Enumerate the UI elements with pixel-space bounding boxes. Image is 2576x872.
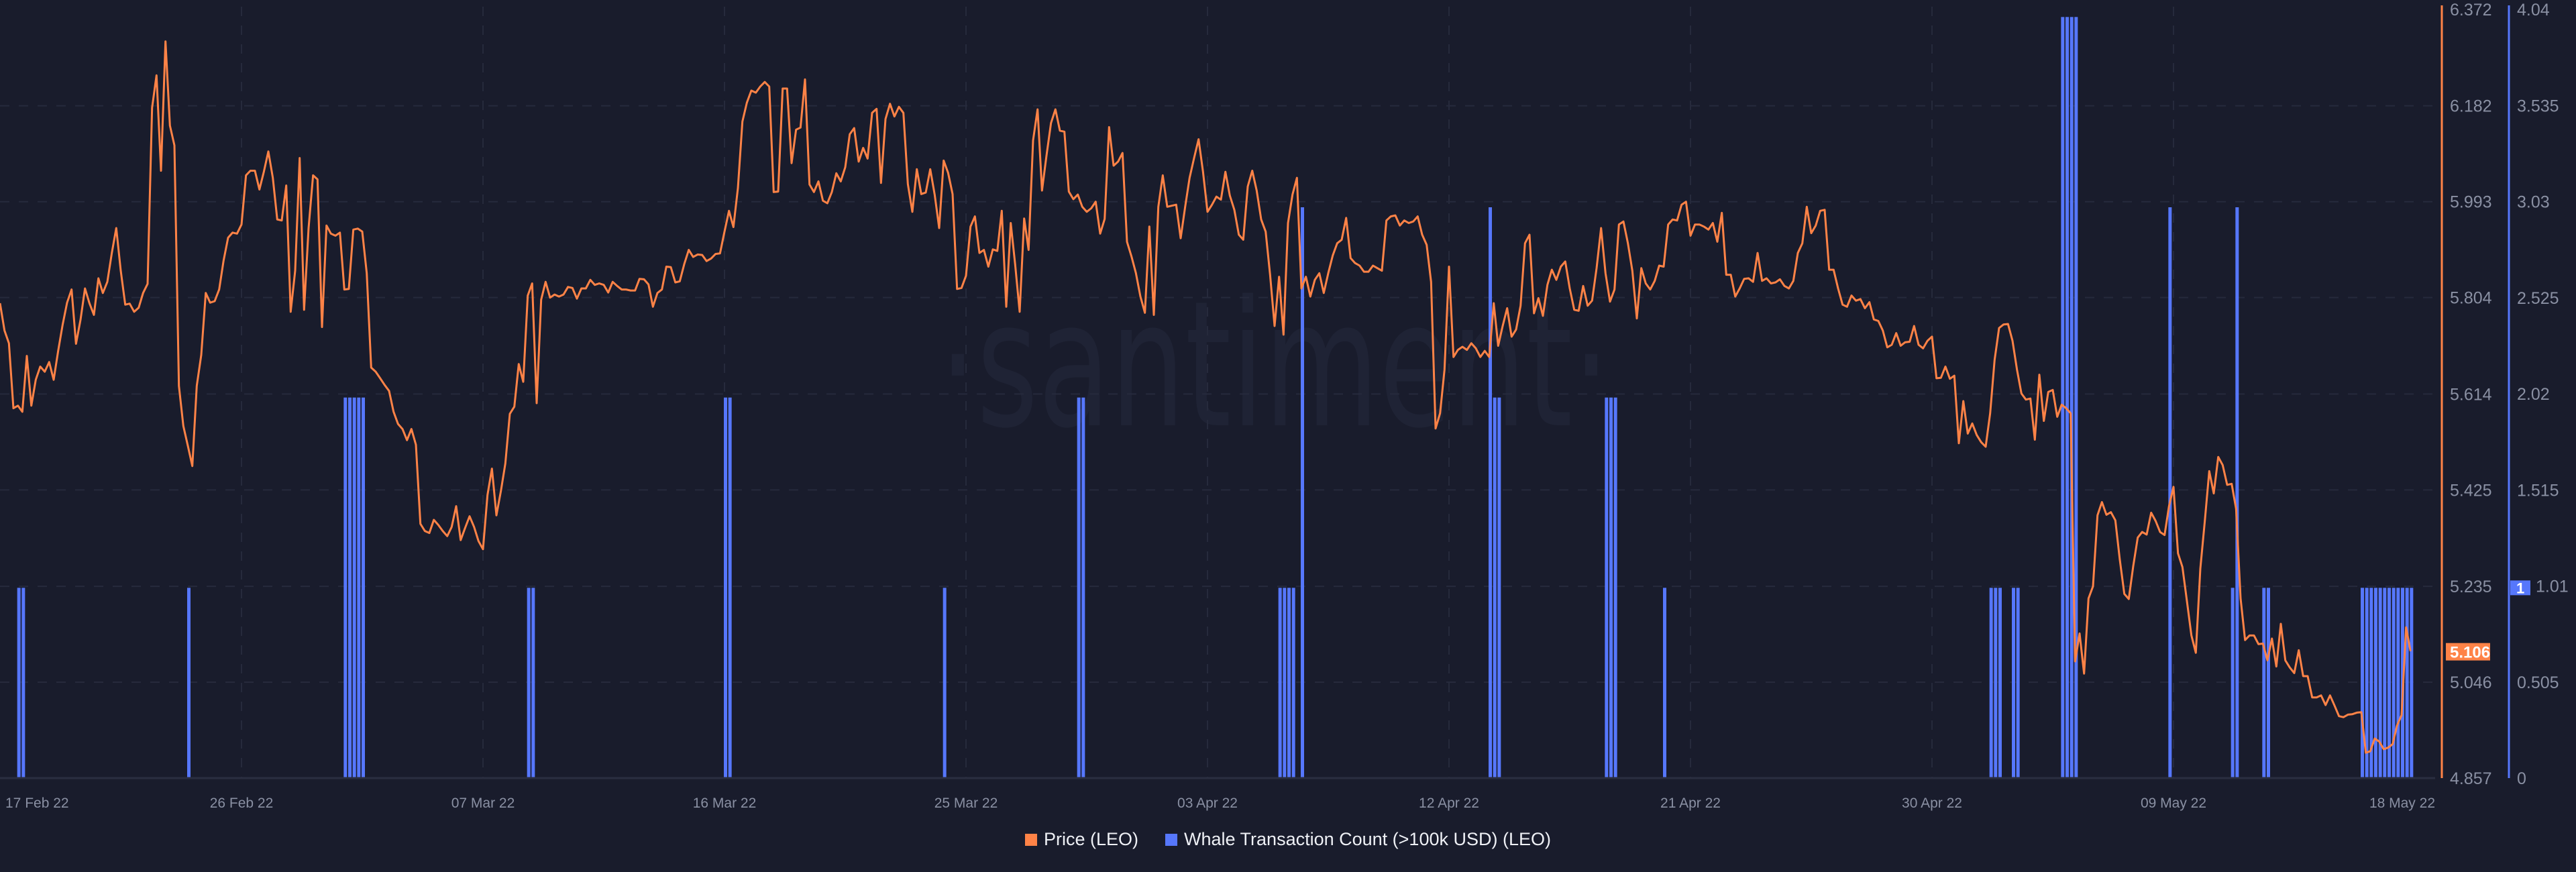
- whale-bar[interactable]: [1497, 397, 1501, 778]
- whale-bar[interactable]: [724, 397, 727, 778]
- x-tick-label: 16 Mar 22: [693, 796, 757, 811]
- whale-bar[interactable]: [2392, 588, 2396, 778]
- whale-bar[interactable]: [1077, 397, 1081, 778]
- x-tick-label: 12 Apr 22: [1419, 796, 1479, 811]
- whale-bar[interactable]: [2369, 588, 2373, 778]
- whale-bar[interactable]: [2065, 17, 2069, 778]
- legend-item-whale-count[interactable]: Whale Transaction Count (>100k USD) (LEO…: [1165, 829, 1551, 850]
- price-axis-ticks: 6.372 6.182 5.993 5.804 5.614 5.425 5.235 5.046…: [2450, 1, 2492, 788]
- current-price-tag: 5.106: [2446, 643, 2490, 662]
- whale-bar[interactable]: [2262, 588, 2266, 778]
- legend: Price (LEO) Whale Transaction Count (>10…: [0, 829, 2576, 850]
- whale-bar[interactable]: [1998, 588, 2002, 778]
- whale-bar[interactable]: [531, 588, 535, 778]
- whale-bar[interactable]: [348, 397, 352, 778]
- whale-axis-ticks: 4.04 3.535 3.03 2.525 2.02 1.515 1.01 0.505 0: [2517, 1, 2569, 788]
- whale-bar[interactable]: [2267, 588, 2270, 778]
- whale-bar[interactable]: [1994, 588, 1998, 778]
- x-tick-label: 09 May 22: [2141, 796, 2206, 811]
- whale-bar[interactable]: [21, 588, 25, 778]
- whale-bar[interactable]: [1663, 588, 1666, 778]
- whale-bar[interactable]: [2405, 588, 2409, 778]
- whale-tick-label: 4.04: [2517, 1, 2550, 19]
- whale-tick-label: 1.01: [2536, 578, 2569, 596]
- whale-bar[interactable]: [1609, 397, 1613, 778]
- legend-item-price[interactable]: Price (LEO): [1024, 829, 1139, 850]
- x-tick-label: 18 May 22: [2369, 796, 2435, 811]
- x-tick-label: 25 Mar 22: [934, 796, 998, 811]
- current-whale-tag: 1: [2510, 580, 2530, 596]
- whale-tick-label: 0.505: [2517, 673, 2559, 692]
- whale-tick-label: 2.02: [2517, 385, 2550, 404]
- whale-bar[interactable]: [357, 397, 361, 778]
- whale-bar[interactable]: [1489, 207, 1492, 778]
- whale-bar[interactable]: [1081, 397, 1085, 778]
- price-tick-label: 4.857: [2450, 769, 2492, 788]
- whale-bar[interactable]: [1278, 588, 1282, 778]
- whale-bars: [17, 17, 2414, 778]
- whale-bar[interactable]: [1613, 397, 1617, 778]
- whale-bar[interactable]: [2074, 17, 2078, 778]
- price-tick-label: 5.046: [2450, 673, 2492, 692]
- whale-tick-label: 3.03: [2517, 193, 2550, 212]
- whale-bar[interactable]: [362, 397, 365, 778]
- whale-bar[interactable]: [1283, 588, 1287, 778]
- whale-bar[interactable]: [527, 588, 531, 778]
- whale-bar[interactable]: [1493, 397, 1497, 778]
- whale-bar[interactable]: [728, 397, 732, 778]
- price-swatch-icon: [1024, 833, 1037, 846]
- whale-bar[interactable]: [1605, 397, 1609, 778]
- current-whale-label: 1: [2516, 580, 2524, 596]
- whale-bar[interactable]: [2061, 17, 2065, 778]
- whale-bar[interactable]: [2016, 588, 2020, 778]
- whale-swatch-icon: [1165, 833, 1178, 846]
- whale-bar[interactable]: [343, 397, 347, 778]
- whale-bar[interactable]: [352, 397, 356, 778]
- whale-bar[interactable]: [17, 588, 21, 778]
- whale-bar[interactable]: [2365, 588, 2369, 778]
- whale-bar[interactable]: [2383, 588, 2387, 778]
- whale-bar[interactable]: [2168, 207, 2172, 778]
- whale-bar[interactable]: [2012, 588, 2015, 778]
- price-tick-label: 5.235: [2450, 578, 2492, 596]
- whale-bar[interactable]: [2396, 588, 2400, 778]
- santiment-watermark: ·santiment·: [939, 264, 1610, 467]
- whale-bar[interactable]: [2374, 588, 2377, 778]
- x-tick-label: 03 Apr 22: [1177, 796, 1238, 811]
- price-tick-label: 5.804: [2450, 289, 2492, 308]
- whale-bar[interactable]: [2361, 588, 2364, 778]
- whale-bar[interactable]: [2231, 588, 2235, 778]
- whale-bar[interactable]: [187, 588, 191, 778]
- legend-label-price: Price (LEO): [1043, 829, 1139, 849]
- x-tick-label: 26 Feb 22: [210, 796, 274, 811]
- whale-bar[interactable]: [1301, 207, 1304, 778]
- whale-tick-label: 0: [2517, 769, 2526, 788]
- current-price-label: 5.106: [2450, 644, 2490, 662]
- x-tick-label: 30 Apr 22: [1902, 796, 1962, 811]
- whale-bar[interactable]: [2410, 588, 2414, 778]
- x-axis-ticks: 17 Feb 22 26 Feb 22 07 Mar 22 16 Mar 22 25 M…: [5, 796, 2435, 811]
- whale-tick-label: 2.525: [2517, 289, 2559, 308]
- whale-bar[interactable]: [943, 588, 947, 778]
- price-tick-label: 6.372: [2450, 1, 2492, 19]
- x-tick-label: 21 Apr 22: [1660, 796, 1721, 811]
- whale-bar[interactable]: [2070, 17, 2074, 778]
- whale-tick-label: 3.535: [2517, 97, 2559, 115]
- price-tick-label: 6.182: [2450, 97, 2492, 116]
- price-tick-label: 5.425: [2450, 481, 2492, 500]
- whale-bar[interactable]: [2387, 588, 2391, 778]
- x-tick-label: 07 Mar 22: [451, 796, 515, 811]
- price-tick-label: 5.993: [2450, 193, 2492, 212]
- whale-tick-label: 1.515: [2517, 481, 2559, 500]
- whale-bar[interactable]: [1989, 588, 1993, 778]
- whale-bar[interactable]: [1291, 588, 1295, 778]
- x-tick-label: 17 Feb 22: [5, 796, 69, 811]
- whale-bar[interactable]: [2235, 207, 2239, 778]
- whale-bar[interactable]: [2378, 588, 2382, 778]
- price-tick-label: 5.614: [2450, 385, 2492, 404]
- whale-bar[interactable]: [1287, 588, 1291, 778]
- legend-label-whale-count: Whale Transaction Count (>100k USD) (LEO…: [1184, 829, 1551, 849]
- price-line: [0, 40, 2412, 754]
